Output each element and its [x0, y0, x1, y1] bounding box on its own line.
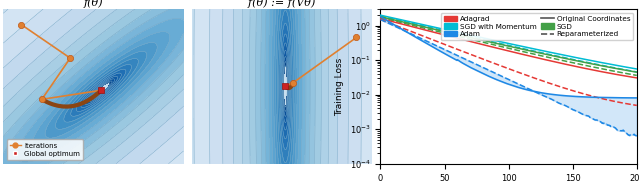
Y-axis label: Training Loss: Training Loss	[335, 57, 344, 116]
Legend: Iterations, Global optimum: Iterations, Global optimum	[6, 139, 83, 160]
Title: f(θ): f(θ)	[84, 0, 103, 8]
Title: ̃f(θ̃) := f(Vθ̃): ̃f(θ̃) := f(Vθ̃)	[248, 0, 316, 8]
Legend: Adagrad, SGD with Momentum, Adam, Original Coordinates, SGD, Reparameterized: Adagrad, SGD with Momentum, Adam, Origin…	[441, 13, 633, 40]
